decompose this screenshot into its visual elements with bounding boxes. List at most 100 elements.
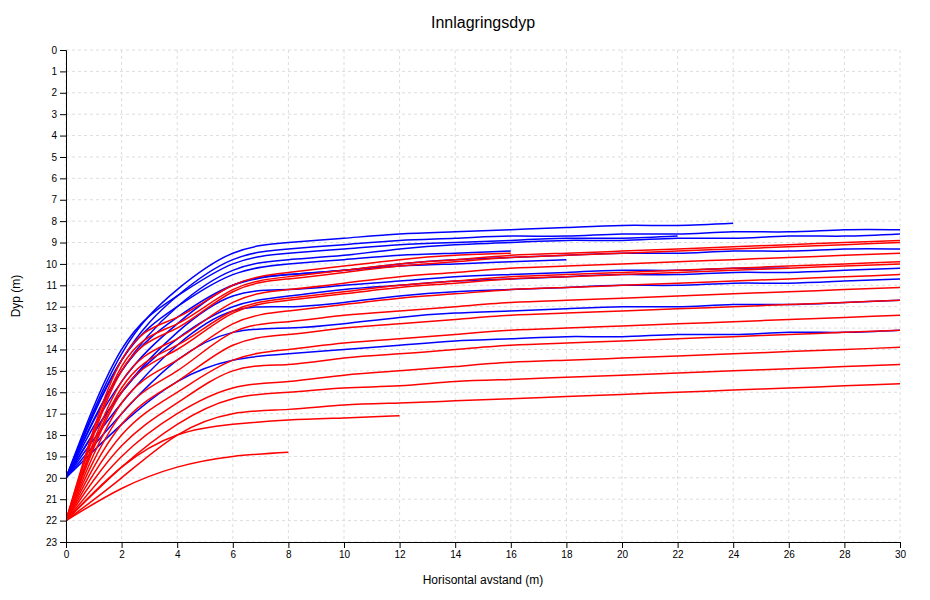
tick: 26 xyxy=(784,542,796,560)
tick-label: 18 xyxy=(46,430,58,441)
tick-mark xyxy=(678,542,679,548)
tick: 12 xyxy=(395,542,407,560)
tick: 7 xyxy=(51,194,66,205)
tick: 24 xyxy=(728,542,740,560)
tick-label: 10 xyxy=(339,549,351,560)
tick-mark xyxy=(60,435,66,436)
line xyxy=(66,364,900,520)
tick: 21 xyxy=(46,494,66,505)
tick-label: 21 xyxy=(46,494,58,505)
grid-line xyxy=(66,306,900,307)
tick-mark xyxy=(511,542,512,548)
line xyxy=(66,287,900,520)
grid-line xyxy=(66,221,900,222)
tick: 16 xyxy=(506,542,518,560)
tick-label: 8 xyxy=(286,549,292,560)
tick-mark xyxy=(60,136,66,137)
tick-mark xyxy=(344,542,345,548)
tick-mark xyxy=(60,221,66,222)
tick-label: 16 xyxy=(46,387,58,398)
tick-label: 0 xyxy=(64,549,70,560)
tick-label: 14 xyxy=(46,344,58,355)
grid-line xyxy=(66,499,900,500)
tick-label: 17 xyxy=(46,408,58,419)
tick-mark xyxy=(60,478,66,479)
tick-label: 22 xyxy=(46,515,58,526)
axis-line xyxy=(60,51,67,543)
line xyxy=(66,384,900,521)
grid-line xyxy=(455,50,456,542)
tick: 4 xyxy=(51,130,66,141)
tick-mark xyxy=(60,178,66,179)
tick: 6 xyxy=(231,542,237,560)
tick-label: 2 xyxy=(119,549,125,560)
line xyxy=(66,243,900,521)
tick-mark xyxy=(789,542,790,548)
tick: 2 xyxy=(51,87,66,98)
grid-line xyxy=(66,392,900,393)
tick-label: 16 xyxy=(506,549,518,560)
tick-label: 12 xyxy=(46,301,58,312)
line xyxy=(66,262,900,521)
line xyxy=(66,236,678,478)
y-axis: 01234567891011121314151617181920212223 xyxy=(46,45,67,548)
tick-label: 7 xyxy=(51,194,57,205)
tick-mark xyxy=(900,542,901,548)
tick: 0 xyxy=(51,45,66,56)
line xyxy=(66,253,511,520)
tick: 18 xyxy=(46,430,66,441)
tick-mark xyxy=(60,114,66,115)
grid-line xyxy=(66,71,900,72)
tick-mark xyxy=(60,264,66,265)
tick: 20 xyxy=(46,473,66,484)
tick-label: 24 xyxy=(728,549,740,560)
tick-label: 20 xyxy=(617,549,629,560)
tick: 16 xyxy=(46,387,66,398)
tick: 18 xyxy=(561,542,573,560)
tick-label: 10 xyxy=(46,259,58,270)
tick-mark xyxy=(60,285,66,286)
line xyxy=(66,264,900,521)
grid-line xyxy=(66,199,900,200)
tick-label: 0 xyxy=(51,45,57,56)
tick-mark xyxy=(60,50,66,51)
tick: 13 xyxy=(46,323,66,334)
tick-mark xyxy=(60,371,66,372)
tick-label: 2 xyxy=(51,87,57,98)
tick-label: 14 xyxy=(450,549,462,560)
line xyxy=(66,300,900,520)
grid-line xyxy=(66,477,900,478)
line xyxy=(66,268,900,478)
tick: 19 xyxy=(46,451,66,462)
y-axis-title: Dyp (m) xyxy=(9,275,23,318)
tick-mark xyxy=(60,349,66,350)
grid-line xyxy=(66,435,900,436)
tick-label: 5 xyxy=(51,152,57,163)
tick: 15 xyxy=(46,366,66,377)
tick: 6 xyxy=(51,173,66,184)
line xyxy=(66,330,900,520)
grid-line xyxy=(788,50,789,542)
series-group xyxy=(66,223,900,520)
tick-label: 30 xyxy=(895,549,907,560)
grid-line xyxy=(844,50,845,542)
tick-label: 18 xyxy=(561,549,573,560)
line xyxy=(66,253,900,520)
tick: 22 xyxy=(673,542,685,560)
tick: 9 xyxy=(51,237,66,248)
tick: 14 xyxy=(46,344,66,355)
tick-mark xyxy=(60,93,66,94)
tick-mark xyxy=(60,499,66,500)
tick-mark xyxy=(60,243,66,244)
tick-label: 22 xyxy=(673,549,685,560)
grid-line xyxy=(66,520,900,521)
line xyxy=(66,452,288,520)
tick-mark xyxy=(622,542,623,548)
tick: 4 xyxy=(175,542,181,560)
tick-label: 4 xyxy=(175,549,181,560)
tick-label: 6 xyxy=(51,173,57,184)
tick-mark xyxy=(60,200,66,201)
tick-mark xyxy=(60,542,66,543)
grid-line xyxy=(566,50,567,542)
tick-mark xyxy=(122,542,123,548)
